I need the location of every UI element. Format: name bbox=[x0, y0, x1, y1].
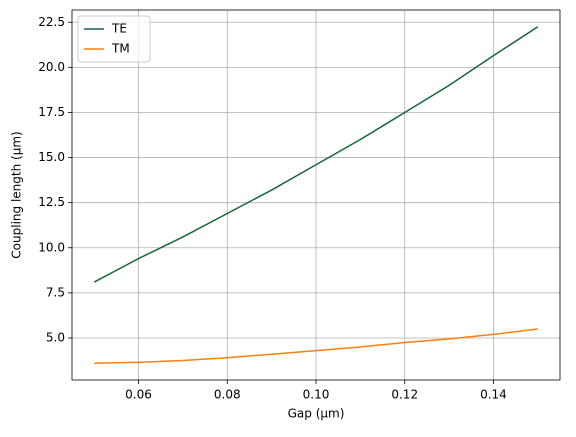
y-tick-label: 10.0 bbox=[38, 240, 65, 254]
x-tick-label: 0.12 bbox=[391, 388, 418, 402]
y-tick-label: 12.5 bbox=[38, 195, 65, 209]
legend-label: TE bbox=[111, 22, 127, 36]
x-tick-label: 0.08 bbox=[214, 388, 241, 402]
y-tick-label: 7.5 bbox=[46, 285, 65, 299]
x-axis-label: Gap (µm) bbox=[288, 407, 345, 421]
y-tick-label: 22.5 bbox=[38, 15, 65, 29]
legend-box bbox=[77, 15, 151, 63]
line-series bbox=[93, 26, 539, 283]
y-tick-label: 5.0 bbox=[46, 330, 65, 344]
y-tick-label: 15.0 bbox=[38, 150, 65, 164]
line-series bbox=[94, 328, 538, 364]
x-tick-label: 0.14 bbox=[480, 388, 507, 402]
legend-label: TM bbox=[111, 42, 130, 56]
x-tick-label: 0.06 bbox=[125, 388, 152, 402]
plot-frame bbox=[71, 9, 561, 381]
y-axis-label: Coupling length (µm) bbox=[10, 131, 24, 258]
y-tick-label: 17.5 bbox=[38, 105, 65, 119]
y-tick-label: 20.0 bbox=[38, 60, 65, 74]
x-tick-label: 0.10 bbox=[303, 388, 330, 402]
